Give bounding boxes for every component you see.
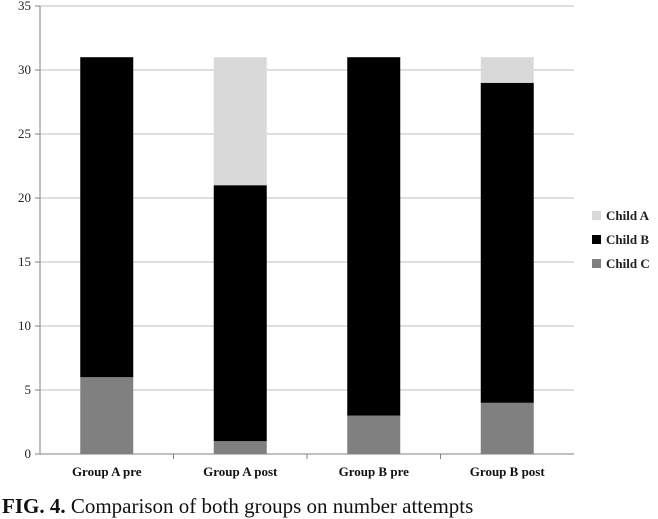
y-tick-label: 5 bbox=[25, 382, 32, 397]
x-category-label: Group A post bbox=[203, 464, 278, 479]
y-tick-label: 20 bbox=[18, 190, 31, 205]
figure-label: FIG. 4. bbox=[2, 494, 66, 518]
legend: Child A Child B Child C bbox=[592, 208, 650, 271]
bar-segment-child-c bbox=[80, 377, 134, 454]
y-axis: 0 5 10 15 20 25 30 35 bbox=[18, 0, 41, 461]
x-axis: Group A pre Group A post Group B pre Group … bbox=[40, 453, 574, 479]
legend-swatch bbox=[592, 259, 601, 268]
y-tick-label: 35 bbox=[18, 0, 31, 13]
figure-caption: FIG. 4. Comparison of both groups on num… bbox=[2, 494, 658, 519]
bar-segment-child-b bbox=[480, 82, 534, 403]
bars bbox=[80, 57, 534, 454]
bar-segment-child-c bbox=[480, 402, 534, 454]
legend-label: Child A bbox=[606, 208, 650, 223]
figure-caption-text: Comparison of both groups on number atte… bbox=[70, 494, 474, 518]
y-tick-label: 15 bbox=[18, 254, 31, 269]
legend-swatch bbox=[592, 211, 601, 220]
x-category-label: Group B pre bbox=[339, 464, 410, 479]
bar-segment-child-b bbox=[347, 57, 401, 416]
y-tick-label: 30 bbox=[18, 62, 31, 77]
x-category-label: Group B post bbox=[470, 464, 546, 479]
x-category-label: Group A pre bbox=[72, 464, 142, 479]
bar-segment-child-b bbox=[80, 57, 134, 378]
y-tick-label: 0 bbox=[25, 446, 32, 461]
bar-segment-child-a bbox=[480, 57, 534, 83]
legend-swatch bbox=[592, 235, 601, 244]
bar-segment-child-a bbox=[213, 57, 267, 186]
legend-label: Child C bbox=[606, 256, 650, 271]
bar-segment-child-b bbox=[213, 185, 267, 442]
y-tick-label: 25 bbox=[18, 126, 31, 141]
bar-segment-child-c bbox=[213, 441, 267, 454]
bar-segment-child-c bbox=[347, 415, 401, 454]
legend-label: Child B bbox=[606, 232, 649, 247]
y-tick-label: 10 bbox=[18, 318, 31, 333]
